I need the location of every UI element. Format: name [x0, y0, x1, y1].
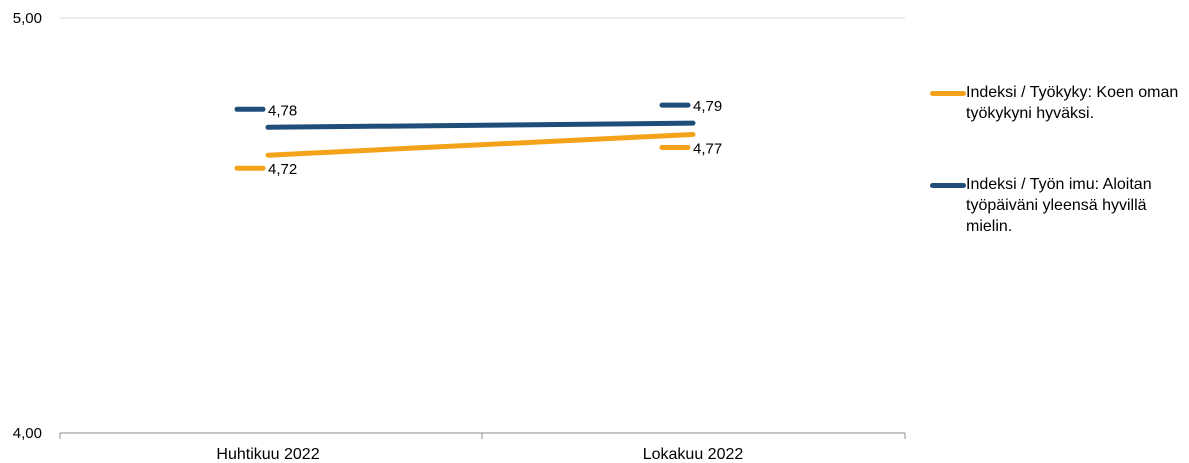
y-tick-label-min: 4,00	[13, 425, 42, 442]
data-label-s2-p2: 4,79	[693, 98, 722, 115]
data-label-s2-p1: 4,78	[268, 102, 297, 119]
legend-label-tyokyky: Indeksi / Työkyky: Koen oman työkykyni h…	[966, 84, 1179, 122]
legend-swatch-tyon-imu	[930, 183, 966, 188]
series-layer: 4,72 4,77 4,78 4,79	[234, 98, 722, 178]
legend-item-tyokyky: Indeksi / Työkyky: Koen oman työkykyni h…	[930, 82, 1189, 124]
series-line-1	[265, 131, 696, 158]
data-label-s1-p1: 4,72	[268, 161, 297, 178]
x-category-label-1: Huhtikuu 2022	[216, 446, 319, 463]
data-label-s1-p2: 4,77	[693, 140, 722, 157]
legend-item-tyon-imu: Indeksi / Työn imu: Aloitan työpäiväni y…	[930, 174, 1189, 237]
legend-swatch-tyokyky	[930, 91, 966, 96]
y-tick-label-max: 5,00	[13, 10, 42, 27]
legend-label-tyon-imu: Indeksi / Työn imu: Aloitan työpäiväni y…	[966, 176, 1152, 235]
x-category-label-2: Lokakuu 2022	[643, 446, 744, 463]
series-line-2	[265, 120, 696, 130]
